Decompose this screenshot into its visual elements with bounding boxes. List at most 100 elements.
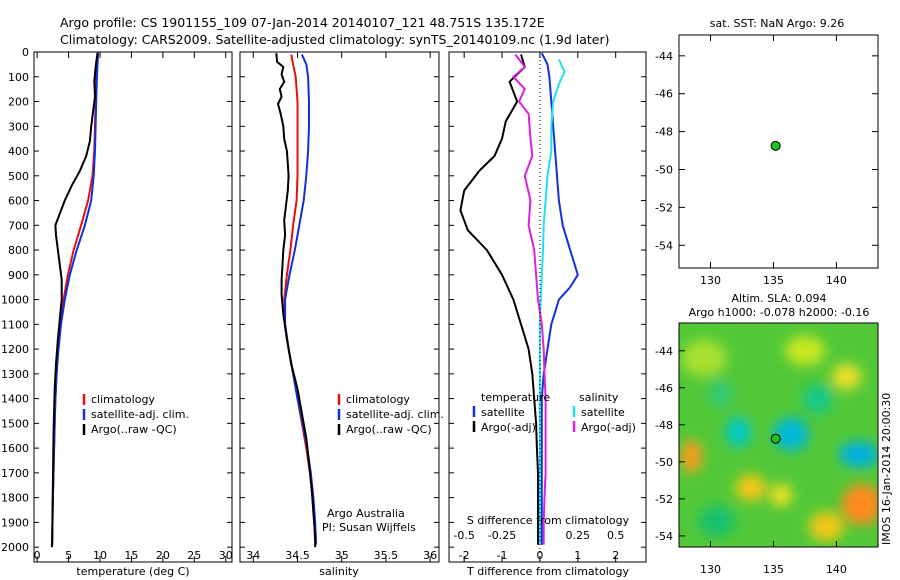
salinity-xlabel: salinity [319, 565, 359, 578]
xtick-top-label-0: -0.5 [453, 529, 474, 542]
series-1-2 [275, 53, 317, 548]
sla-ytick-label-2: -48 [655, 419, 673, 432]
sla-ytick-label-5: -54 [655, 530, 673, 543]
xtick-label-2-3: 1 [574, 549, 581, 562]
xtick-label-2-2: 0 [536, 549, 543, 562]
sla-anomaly-13 [831, 363, 862, 390]
ytick-label-15: 1500 [1, 417, 29, 430]
ytick-label-16: 1600 [1, 442, 29, 455]
xtick-label-0-2: 10 [93, 549, 107, 562]
sla-anomaly-1 [725, 417, 751, 448]
sst-xtick-label-2: 140 [826, 274, 847, 287]
legend-label-right-0: satellite [581, 406, 625, 419]
legend-label-right-1: Argo(-adj) [581, 421, 636, 434]
xtick-label-0-5: 25 [187, 549, 201, 562]
header-line-2: Climatology: CARS2009. Satellite-adjuste… [60, 32, 610, 47]
sla-anomaly-8 [841, 484, 878, 525]
sst-ytick-label-2: -48 [655, 126, 673, 139]
legend-label-0-2: Argo(..raw -QC) [91, 423, 177, 436]
legend-label-0-1: satellite-adj. clim. [91, 408, 189, 421]
annotation-argo-australia: Argo Australia [327, 507, 405, 520]
sst-map-title: sat. SST: NaN Argo: 9.26 [710, 17, 844, 30]
legend-title-salinity: salinity [579, 391, 619, 404]
sla-map-side-label: IMOS 16-Jan-2014 20:00:30 [880, 393, 893, 545]
temperature-axes-box [33, 51, 233, 563]
header-line-1: Argo profile: CS 1901155_109 07-Jan-2014… [60, 15, 545, 30]
xtick-top-label-4: 0.5 [607, 529, 625, 542]
sla-argo-location-marker [770, 433, 781, 444]
sst-ytick-label-1: -46 [655, 88, 673, 101]
sla-anomaly-10 [697, 506, 736, 536]
sst-map-axes-box [678, 34, 879, 269]
sst-xtick-label-1: 135 [763, 274, 784, 287]
sst-ytick-label-4: -52 [655, 201, 673, 214]
difference-panel: -2 -1 0 1 2-0.5 -0.25 0 0.25 0.5 temperature sali… [448, 51, 647, 578]
ytick-label-19: 1900 [1, 516, 29, 529]
ytick-label-2: 200 [8, 96, 29, 109]
sla-anomaly-9 [808, 511, 844, 542]
salinity-panel: 34 34.5 35 35.5 36 climatology satellite-adj.… [239, 51, 444, 578]
legend-label-1-1: satellite-adj. clim. [346, 408, 444, 421]
xtick-label-0-0: 0 [34, 549, 41, 562]
sla-anomaly-7 [769, 484, 793, 507]
legend-label-left-0: satellite [481, 406, 525, 419]
sla-map-title-1: Altim. SLA: 0.094 [731, 292, 826, 305]
xtick-label-1-1: 34.5 [285, 549, 310, 562]
sla-anomaly-6 [735, 474, 766, 501]
legend-label-0-0: climatology [91, 393, 155, 406]
legend-label-1-2: Argo(..raw -QC) [346, 423, 432, 436]
xtick-label-1-4: 36 [423, 549, 437, 562]
xtick-label-0-3: 15 [124, 549, 138, 562]
xtick-label-0-6: 30 [219, 549, 233, 562]
xtick-label-1-0: 34 [246, 549, 260, 562]
argo-location-marker [770, 140, 781, 151]
ytick-label-3: 300 [8, 120, 29, 133]
salinity-axes-box [239, 51, 440, 563]
sst-map-panel: sat. SST: NaN Argo: 9.26 130 135 140 -44 -46… [655, 17, 879, 287]
sla-anomaly-3 [681, 339, 727, 377]
ytick-label-4: 400 [8, 145, 29, 158]
xtick-label-0-1: 5 [65, 549, 72, 562]
temperature-legend: climatology satellite-adj. clim. Argo(..ra… [82, 393, 189, 436]
sla-map-title-2: Argo h1000: -0.078 h2000: -0.16 [689, 306, 870, 319]
temperature-panel: 0 5 10 15 20 25 300100200300400500600700800900… [1, 46, 233, 578]
sla-xtick-label-0: 130 [700, 563, 721, 576]
series-2-2 [538, 58, 566, 545]
ytick-label-1: 100 [8, 71, 29, 84]
ytick-label-17: 1700 [1, 467, 29, 480]
difference-xlabel-top: S difference from climatology [467, 514, 630, 527]
ytick-label-0: 0 [22, 46, 29, 59]
ytick-label-5: 500 [8, 170, 29, 183]
salinity-legend: climatology satellite-adj. clim. Argo(..ra… [337, 393, 444, 436]
temperature-xlabel: temperature (deg C) [76, 565, 189, 578]
xtick-top-label-1: -0.25 [488, 529, 516, 542]
xtick-label-2-1: -1 [497, 549, 508, 562]
sla-ytick-label-1: -46 [655, 382, 673, 395]
sla-ytick-label-4: -52 [655, 493, 673, 506]
sst-ytick-label-3: -50 [655, 163, 673, 176]
sst-ytick-label-5: -54 [655, 239, 673, 252]
difference-xlabel: T difference from climatology [466, 565, 629, 578]
sla-ytick-label-3: -50 [655, 456, 673, 469]
sla-anomaly-12 [707, 380, 734, 407]
sst-ytick-label-0: -44 [655, 50, 673, 63]
xtick-label-0-4: 20 [156, 549, 170, 562]
series-0-2 [50, 53, 99, 548]
sla-anomaly-4 [784, 335, 826, 366]
ytick-label-13: 1300 [1, 368, 29, 381]
series-2-1 [459, 54, 539, 545]
ytick-label-11: 1100 [1, 318, 29, 331]
sla-ytick-label-0: -44 [655, 345, 673, 358]
ytick-label-6: 600 [8, 195, 29, 208]
annotation-pi: PI: Susan Wijffels [322, 521, 416, 534]
legend-label-1-0: climatology [346, 393, 410, 406]
ytick-label-8: 800 [8, 244, 29, 257]
sla-anomaly-2 [838, 441, 878, 468]
series-2-3 [511, 53, 547, 545]
sla-anomaly-0 [773, 417, 809, 451]
xtick-label-2-0: -2 [459, 549, 470, 562]
xtick-label-2-4: 2 [612, 549, 619, 562]
xtick-label-1-3: 35.5 [374, 549, 399, 562]
ytick-label-20: 2000 [1, 541, 29, 554]
